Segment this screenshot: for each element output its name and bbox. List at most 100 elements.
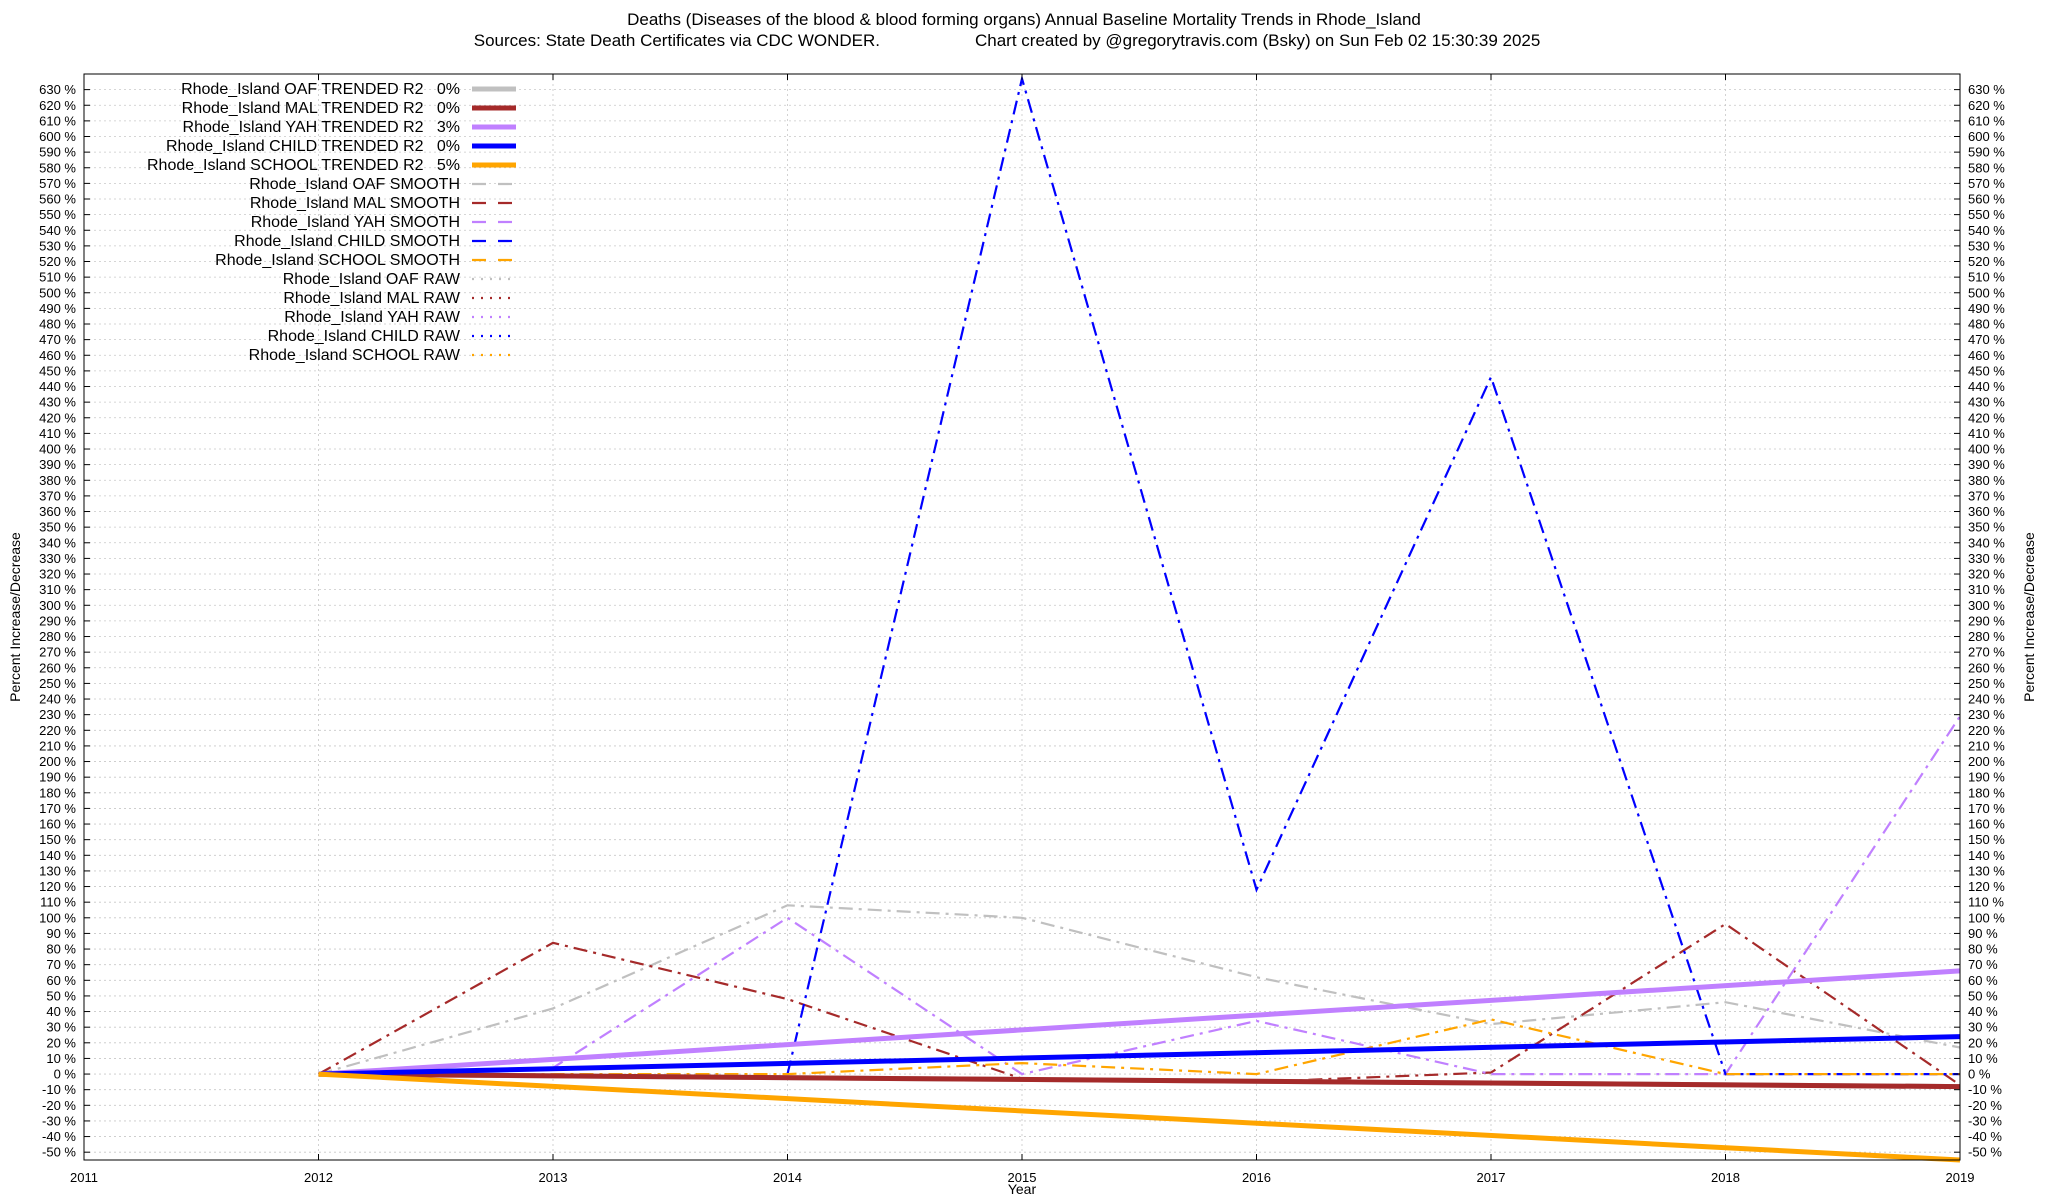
y-tick-label-right: 590 % xyxy=(1968,145,2005,160)
y-tick-label-right: 40 % xyxy=(1968,1004,1998,1019)
series-line xyxy=(318,715,1961,1076)
y-tick-label-right: 560 % xyxy=(1968,192,2005,207)
y-tick-label-left: 120 % xyxy=(39,879,76,894)
y-tick-label-right: 510 % xyxy=(1968,270,2005,285)
y-tick-label-right: 430 % xyxy=(1968,395,2005,410)
y-tick-label-right: 310 % xyxy=(1968,582,2005,597)
y-tick-label-right: 280 % xyxy=(1968,629,2005,644)
y-tick-label-right: -40 % xyxy=(1968,1129,2002,1144)
y-tick-label-right: 490 % xyxy=(1968,301,2005,316)
y-tick-label-right: 240 % xyxy=(1968,692,2005,707)
chart-subtitle-right: Chart created by @gregorytravis.com (Bsk… xyxy=(975,31,1540,50)
y-tick-label-right: 600 % xyxy=(1968,129,2005,144)
y-tick-label-left: 270 % xyxy=(39,645,76,660)
y-tick-label-left: 580 % xyxy=(39,160,76,175)
y-tick-label-right: 250 % xyxy=(1968,676,2005,691)
y-tick-label-left: 420 % xyxy=(39,410,76,425)
y-tick-label-right: 610 % xyxy=(1968,113,2005,128)
legend-entry: Rhode_Island MAL TRENDED R2 0% xyxy=(182,100,460,117)
y-tick-label-left: 500 % xyxy=(39,285,76,300)
legend-entry: Rhode_Island YAH SMOOTH xyxy=(251,214,460,231)
x-tick-label: 2014 xyxy=(773,1170,802,1185)
y-tick-label-right: 100 % xyxy=(1968,910,2005,925)
y-tick-label-right: -10 % xyxy=(1968,1082,2002,1097)
y-tick-label-right: 80 % xyxy=(1968,942,1998,957)
y-tick-label-left: 250 % xyxy=(39,676,76,691)
y-axis-label-left: Percent Increase/Decrease xyxy=(7,532,23,702)
legend-entry: Rhode_Island MAL RAW xyxy=(283,290,461,307)
y-tick-label-left: 30 % xyxy=(46,1020,76,1035)
y-tick-label-right: 540 % xyxy=(1968,223,2005,238)
y-tick-label-left: 340 % xyxy=(39,535,76,550)
series-line xyxy=(318,1071,1961,1090)
y-tick-label-right: 580 % xyxy=(1968,160,2005,175)
y-tick-label-left: -20 % xyxy=(42,1098,76,1113)
series-line xyxy=(318,1018,1960,1076)
x-tick-label: 2019 xyxy=(1946,1170,1975,1185)
legend-entry: Rhode_Island SCHOOL RAW xyxy=(249,347,461,364)
y-tick-label-right: 350 % xyxy=(1968,520,2005,535)
y-tick-label-left: 10 % xyxy=(46,1051,76,1066)
y-tick-label-left: 530 % xyxy=(39,238,76,253)
y-tick-label-left: 370 % xyxy=(39,488,76,503)
y-tick-label-left: 110 % xyxy=(40,895,76,910)
y-tick-label-left: 50 % xyxy=(46,988,76,1003)
y-tick-label-right: 200 % xyxy=(1968,754,2005,769)
y-tick-label-right: 470 % xyxy=(1968,332,2005,347)
y-tick-label-right: 60 % xyxy=(1968,973,1998,988)
y-tick-label-left: 20 % xyxy=(46,1035,76,1050)
y-tick-label-left: 400 % xyxy=(39,442,76,457)
y-tick-label-left: 430 % xyxy=(39,395,76,410)
y-tick-label-left: 480 % xyxy=(39,317,76,332)
series-line xyxy=(318,968,1961,1077)
x-tick-label: 2013 xyxy=(539,1170,568,1185)
y-tick-label-left: 150 % xyxy=(39,832,76,847)
y-tick-label-left: 60 % xyxy=(46,973,76,988)
y-tick-label-right: 120 % xyxy=(1968,879,2005,894)
y-tick-label-right: 110 % xyxy=(1968,895,2004,910)
y-tick-label-left: 80 % xyxy=(46,942,76,957)
y-tick-label-right: 150 % xyxy=(1968,832,2005,847)
y-tick-label-left: -10 % xyxy=(42,1082,76,1097)
y-tick-label-left: 0 % xyxy=(54,1067,77,1082)
y-tick-label-right: 320 % xyxy=(1968,567,2005,582)
y-tick-label-right: 460 % xyxy=(1968,348,2005,363)
y-tick-label-right: 50 % xyxy=(1968,988,1998,1003)
y-tick-label-left: 450 % xyxy=(39,363,76,378)
y-tick-label-right: 620 % xyxy=(1968,98,2005,113)
y-tick-label-right: 230 % xyxy=(1968,707,2005,722)
y-tick-label-left: 440 % xyxy=(39,379,76,394)
y-tick-label-left: 460 % xyxy=(39,348,76,363)
y-tick-label-right: 530 % xyxy=(1968,238,2005,253)
y-tick-label-right: 10 % xyxy=(1968,1051,1998,1066)
y-tick-label-right: 630 % xyxy=(1968,82,2005,97)
series-line xyxy=(318,1034,1961,1077)
legend-entry: Rhode_Island SCHOOL SMOOTH xyxy=(215,252,460,269)
y-tick-label-left: 510 % xyxy=(39,270,76,285)
legend-entry: Rhode_Island OAF SMOOTH xyxy=(249,176,460,193)
y-tick-label-left: 360 % xyxy=(39,504,76,519)
y-tick-label-left: 390 % xyxy=(39,457,76,472)
y-tick-label-right: 450 % xyxy=(1968,363,2005,378)
legend: Rhode_Island OAF TRENDED R2 0% Rhode_Isla… xyxy=(147,81,516,364)
y-tick-label-right: 480 % xyxy=(1968,317,2005,332)
y-tick-label-right: 210 % xyxy=(1968,738,2005,753)
y-tick-label-right: 0 % xyxy=(1968,1067,1991,1082)
x-axis-label: Year xyxy=(1008,1181,1037,1197)
x-tick-label: 2015 xyxy=(1008,1170,1037,1185)
y-tick-label-right: 20 % xyxy=(1968,1035,1998,1050)
y-tick-label-right: 260 % xyxy=(1968,660,2005,675)
y-tick-label-right: 30 % xyxy=(1968,1020,1998,1035)
x-tick-label: 2012 xyxy=(304,1170,333,1185)
y-tick-label-left: 300 % xyxy=(39,598,76,613)
y-tick-label-left: 570 % xyxy=(39,176,76,191)
y-tick-label-right: 90 % xyxy=(1968,926,1998,941)
y-tick-label-left: 550 % xyxy=(39,207,76,222)
y-tick-label-left: 90 % xyxy=(46,926,76,941)
y-tick-label-right: 550 % xyxy=(1968,207,2005,222)
y-tick-label-left: 590 % xyxy=(39,145,76,160)
y-tick-label-left: 410 % xyxy=(39,426,76,441)
x-tick-label: 2017 xyxy=(1477,1170,1506,1185)
y-tick-label-right: 290 % xyxy=(1968,613,2005,628)
